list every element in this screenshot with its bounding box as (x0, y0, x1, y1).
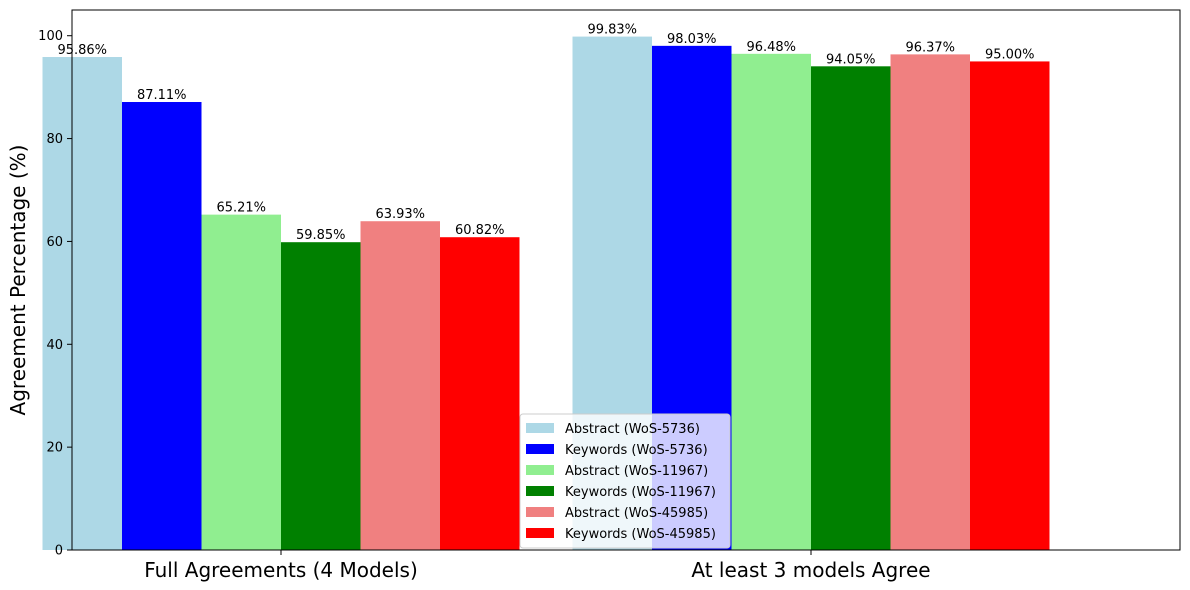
y-tick-label: 60 (46, 235, 63, 250)
legend-label: Abstract (WoS-11967) (565, 464, 708, 479)
data-label: 65.21% (216, 201, 266, 216)
bar (201, 214, 281, 550)
y-axis: 0 20 40 60 80 100 (38, 29, 72, 559)
data-label: 60.82% (455, 223, 505, 238)
data-labels-layer: 95.86% 99.83% 87.11% 98.03% 65.21% 96.48% 59.8… (57, 23, 1034, 244)
data-label: 95.00% (985, 47, 1035, 62)
legend-swatch (526, 528, 554, 538)
bar (440, 237, 520, 550)
bar (122, 102, 202, 550)
data-label: 59.85% (296, 228, 346, 243)
bar (890, 54, 970, 550)
data-label: 96.48% (746, 40, 796, 55)
legend-swatch (526, 423, 554, 433)
y-axis-title: Agreement Percentage (%) (6, 145, 30, 416)
y-tick-label: 40 (46, 338, 63, 353)
bar (281, 242, 361, 550)
x-category-label: Full Agreements (4 Models) (144, 558, 418, 582)
data-label: 98.03% (667, 32, 717, 47)
bar (360, 221, 440, 550)
data-label: 95.86% (57, 43, 107, 58)
x-category-label: At least 3 models Agree (691, 558, 930, 582)
legend-label: Keywords (WoS-11967) (565, 485, 716, 500)
legend-swatch (526, 507, 554, 517)
data-label: 99.83% (587, 23, 637, 38)
legend-label: Abstract (WoS-5736) (565, 422, 700, 437)
legend-box (519, 413, 731, 549)
legend-swatch (526, 465, 554, 475)
y-tick-label: 20 (46, 441, 63, 456)
bar (42, 57, 122, 550)
y-tick-label: 0 (55, 544, 63, 559)
bar (811, 66, 891, 550)
y-tick-label: 100 (38, 29, 63, 44)
legend-label: Abstract (WoS-45985) (565, 506, 708, 521)
legend: Abstract (WoS-5736) Keywords (WoS-5736) Ab… (519, 413, 731, 549)
legend-swatch (526, 486, 554, 496)
plot-frame (71, 9, 1181, 551)
bar (731, 53, 811, 550)
data-label: 96.37% (905, 40, 955, 55)
y-tick-label: 80 (46, 132, 63, 147)
legend-swatch (526, 444, 554, 454)
data-label: 63.93% (375, 207, 425, 222)
legend-label: Keywords (WoS-45985) (565, 527, 716, 542)
legend-label: Keywords (WoS-5736) (565, 443, 708, 458)
bar (970, 61, 1050, 551)
data-label: 94.05% (826, 52, 876, 67)
x-axis: Full Agreements (4 Models) At least 3 mod… (144, 550, 931, 582)
data-label: 87.11% (137, 88, 187, 103)
